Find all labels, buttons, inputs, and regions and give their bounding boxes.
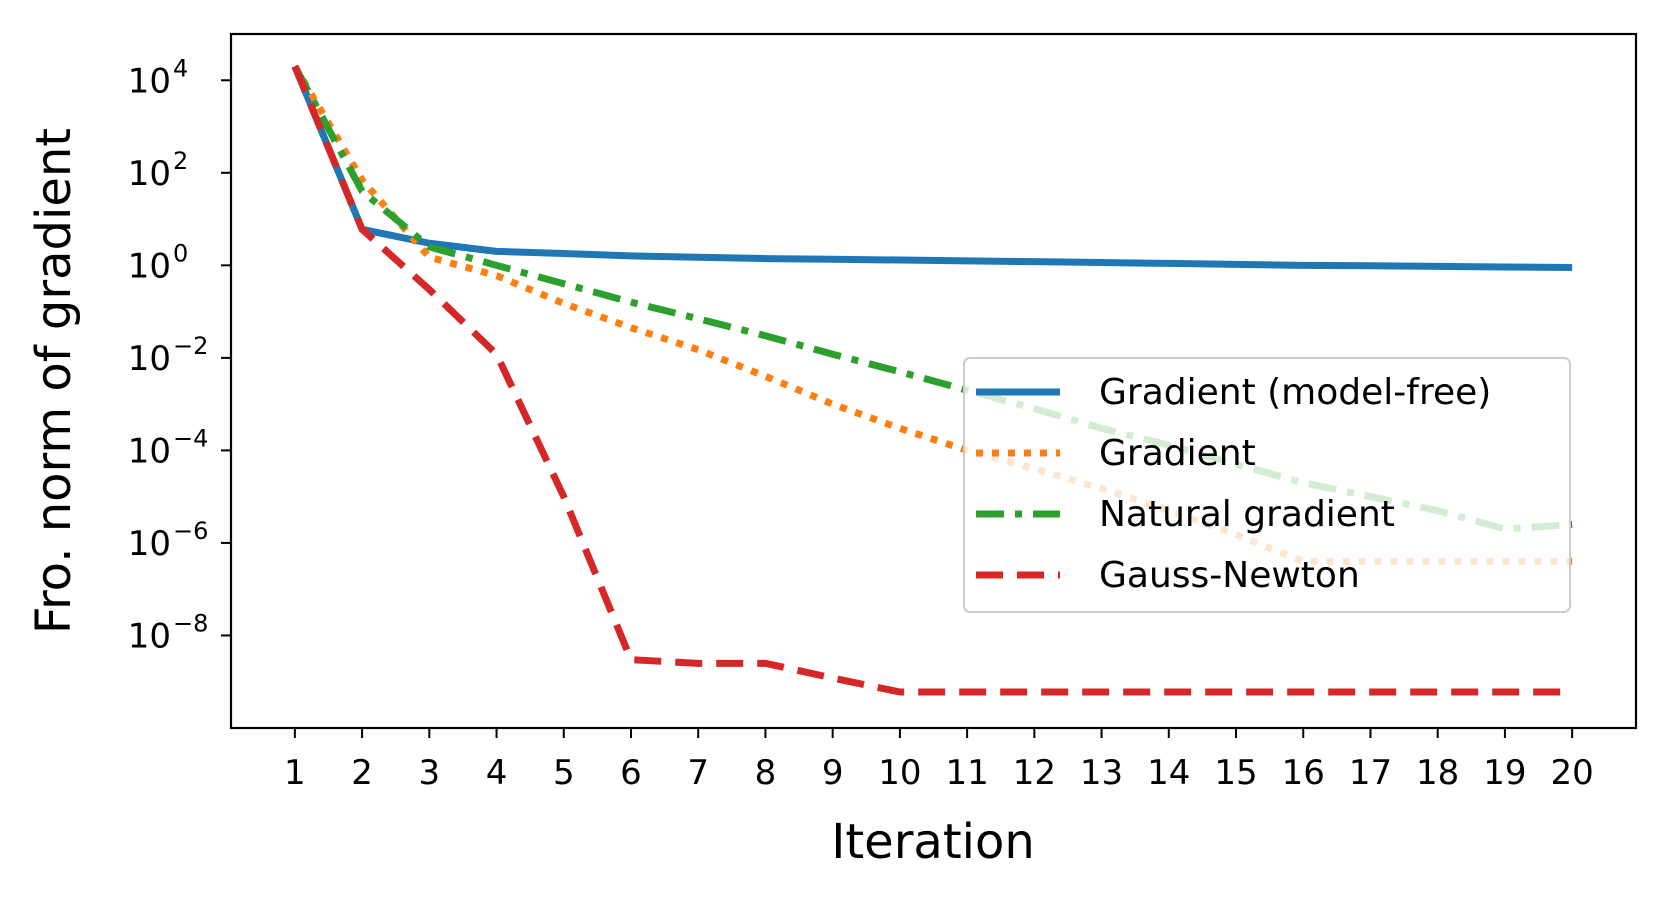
y-tick-label: 10 bbox=[128, 61, 171, 101]
legend: Gradient (model-free) Gradient Natural gra… bbox=[963, 357, 1571, 613]
x-tick-label: 3 bbox=[418, 753, 440, 793]
x-tick-label: 8 bbox=[755, 753, 777, 793]
y-tick-exponent: 0 bbox=[173, 239, 188, 267]
x-tick-label: 4 bbox=[486, 753, 508, 793]
x-tick-label: 16 bbox=[1282, 753, 1325, 793]
x-tick-label: 19 bbox=[1483, 753, 1526, 793]
legend-label: Gradient (model-free) bbox=[1099, 372, 1491, 413]
y-tick-exponent: −2 bbox=[173, 332, 208, 360]
x-tick-label: 11 bbox=[945, 753, 988, 793]
legend-label: Gradient bbox=[1099, 433, 1256, 474]
y-tick-label: 10 bbox=[128, 246, 171, 286]
legend-label: Natural gradient bbox=[1099, 494, 1395, 535]
y-tick-label: 10 bbox=[128, 154, 171, 194]
y-tick-exponent: 4 bbox=[173, 54, 188, 82]
x-axis-label: Iteration bbox=[831, 814, 1035, 870]
legend-box bbox=[963, 357, 1571, 613]
x-tick-label: 13 bbox=[1080, 753, 1123, 793]
x-tick-label: 6 bbox=[620, 753, 642, 793]
x-tick-label: 1 bbox=[284, 753, 306, 793]
x-tick-label: 14 bbox=[1147, 753, 1190, 793]
series-line-gradient-model-free bbox=[291, 65, 1573, 271]
y-axis-label: Fro. norm of gradient bbox=[26, 128, 82, 634]
x-axis: 1 2 3 4 5 6 7 8 9 10 11 12 13 14 15 16 17 18 19 20 bbox=[284, 728, 1594, 793]
x-tick-label: 18 bbox=[1416, 753, 1459, 793]
x-tick-label: 10 bbox=[878, 753, 921, 793]
y-tick-exponent: −8 bbox=[173, 609, 208, 637]
y-tick-exponent: −6 bbox=[173, 517, 208, 545]
x-tick-label: 17 bbox=[1349, 753, 1392, 793]
y-tick-exponent: −4 bbox=[173, 424, 208, 452]
legend-label: Gauss-Newton bbox=[1099, 555, 1360, 596]
y-tick-label: 10 bbox=[128, 431, 171, 471]
series-line-natural-gradient bbox=[291, 64, 1573, 533]
x-tick-label: 15 bbox=[1214, 753, 1257, 793]
plot-frame bbox=[229, 32, 1638, 730]
x-tick-label: 5 bbox=[553, 753, 575, 793]
x-tick-label: 9 bbox=[822, 753, 844, 793]
y-tick-label: 10 bbox=[128, 524, 171, 564]
series-line-gauss-newton bbox=[291, 65, 1573, 696]
x-tick-label: 7 bbox=[687, 753, 709, 793]
y-tick-exponent: 2 bbox=[173, 147, 188, 175]
x-tick-label: 20 bbox=[1551, 753, 1594, 793]
y-tick-label: 10 bbox=[128, 339, 171, 379]
y-tick-label: 10 bbox=[128, 616, 171, 656]
x-tick-label: 2 bbox=[351, 753, 373, 793]
x-tick-label: 12 bbox=[1013, 753, 1056, 793]
